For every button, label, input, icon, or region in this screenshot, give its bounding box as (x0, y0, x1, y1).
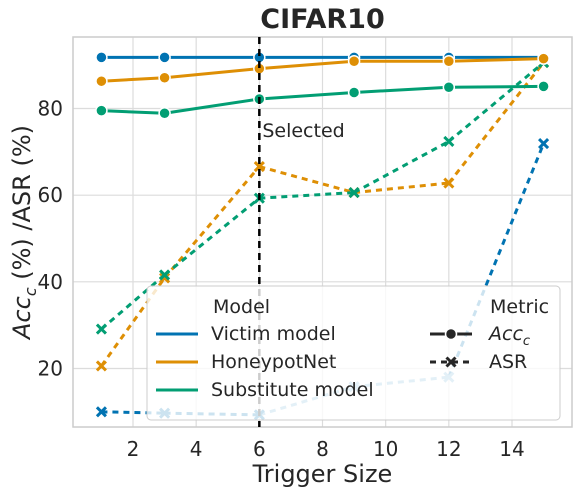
data-point (95, 74, 108, 88)
data-point (159, 272, 171, 284)
data-point (442, 81, 456, 94)
y-tick-label: 60 (38, 183, 63, 207)
series-segment (101, 76, 165, 83)
legend-marker-circle (444, 327, 458, 341)
legend-metric-label: ASR (489, 351, 527, 373)
y-tick-label: 20 (38, 357, 63, 381)
y-axis-label-acc: Acc (8, 296, 36, 341)
series-segment (447, 143, 545, 378)
y-axis-label-sub: c (21, 287, 40, 296)
series-segment (353, 140, 450, 194)
x-tick-label: 2 (127, 437, 140, 461)
data-point (95, 360, 107, 372)
x-tick-label: 12 (436, 437, 461, 461)
series-substitute-model-accc (95, 80, 550, 120)
series-segment (354, 85, 449, 94)
series-segment (447, 61, 545, 184)
legend-model-label: Substitute model (211, 379, 374, 401)
series-segment (164, 97, 260, 115)
x-tick-label: 10 (373, 437, 398, 461)
legend-metric-label: Accc (487, 323, 530, 349)
series-segment (259, 90, 355, 101)
data-point (159, 269, 171, 281)
chart-title: CIFAR10 (260, 4, 384, 35)
data-point (443, 177, 455, 189)
series-segment (447, 61, 545, 143)
data-point (537, 52, 550, 65)
legend-metric-title: Metric (490, 296, 549, 318)
data-point (347, 86, 361, 99)
data-point (95, 104, 108, 117)
x-tick-labels: 2 4 6 8 10 12 14 (127, 437, 525, 461)
series-segment (353, 181, 449, 195)
legend-model-label: Victim model (211, 323, 336, 345)
data-point (158, 107, 171, 120)
series-segment (448, 57, 544, 63)
data-point (537, 80, 550, 93)
legend-model-label: HoneypotNet (211, 351, 336, 373)
selected-label: Selected (262, 120, 344, 142)
series-segment (100, 273, 166, 331)
x-axis-label: Trigger Size (252, 460, 393, 488)
y-tick-label: 40 (38, 270, 63, 294)
x-tick-label: 14 (499, 437, 524, 461)
x-tick-label: 4 (190, 437, 203, 461)
legend-marker-x (445, 356, 457, 368)
data-point (347, 55, 361, 68)
data-point (538, 138, 550, 150)
x-tick-label: 6 (253, 437, 266, 461)
x-tick-label: 8 (316, 437, 329, 461)
data-point (443, 135, 455, 147)
data-point (158, 51, 171, 64)
plot-frame (72, 36, 573, 428)
data-point (95, 323, 107, 335)
series-segment (163, 165, 261, 279)
data-point (158, 71, 171, 84)
series-segment (163, 197, 261, 277)
legend-box (146, 285, 561, 421)
data-point (95, 51, 108, 64)
y-tick-labels: 20 40 60 80 (38, 97, 63, 381)
data-point (348, 187, 360, 199)
series-segment (258, 165, 355, 195)
series-substitute-model-asr (95, 57, 550, 335)
series-segment (101, 109, 165, 115)
series-segment (164, 67, 260, 80)
data-point (442, 55, 456, 68)
series-segment (259, 59, 355, 71)
y-axis-label-rest: (%) /ASR (%) (8, 125, 36, 287)
data-point (95, 406, 107, 418)
legend-model-title: Model (213, 296, 270, 318)
series-segment (448, 84, 544, 89)
y-tick-label: 80 (38, 97, 63, 121)
series-segment (259, 191, 355, 200)
legend: Model Victim model HoneypotNet Substitute m… (146, 285, 561, 421)
y-axis-label: Accc (%) /ASR (%) (8, 125, 40, 341)
data-point (253, 161, 265, 173)
